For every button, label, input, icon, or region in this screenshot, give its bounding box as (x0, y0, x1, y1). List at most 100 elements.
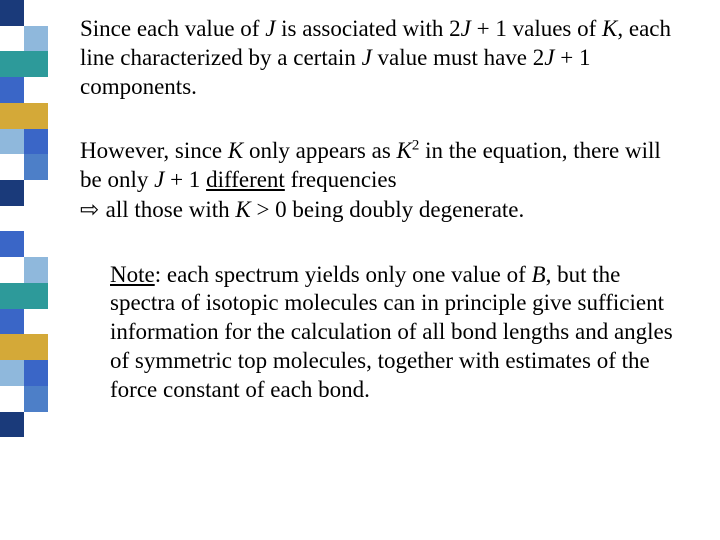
text: > 0 being doubly degenerate. (251, 197, 525, 222)
sidebar-cell (12, 283, 24, 309)
sidebar-cell (36, 463, 48, 489)
sidebar-row (0, 334, 48, 360)
var-J: J (461, 16, 471, 41)
sidebar-cell (36, 77, 48, 103)
sidebar-cell (0, 77, 12, 103)
sidebar-row (0, 231, 48, 257)
sidebar-cell (0, 489, 12, 515)
sidebar-cell (0, 103, 12, 129)
sidebar-cell (36, 154, 48, 180)
text: only appears as (243, 138, 396, 163)
sidebar-cell (0, 231, 12, 257)
sidebar-cell (24, 514, 36, 540)
text: + 1 (164, 167, 206, 192)
sidebar-cell (36, 386, 48, 412)
sidebar-cell (12, 437, 24, 463)
underlined-note: Note (110, 262, 155, 287)
sidebar-cell (0, 283, 12, 309)
sidebar-row (0, 154, 48, 180)
sidebar-cell (0, 51, 12, 77)
sidebar-cell (24, 77, 36, 103)
sidebar-cell (24, 463, 36, 489)
text: + 1 values of (471, 16, 602, 41)
var-K: K (602, 16, 617, 41)
sidebar-cell (12, 257, 24, 283)
sidebar-cell (36, 231, 48, 257)
var-K: K (235, 197, 250, 222)
sidebar-cell (24, 231, 36, 257)
sidebar-cell (12, 386, 24, 412)
sidebar-cell (12, 103, 24, 129)
sidebar-cell (36, 51, 48, 77)
sidebar-cell (24, 129, 36, 155)
sidebar-row (0, 514, 48, 540)
sidebar-cell (24, 103, 36, 129)
sidebar-cell (12, 180, 24, 206)
sidebar-cell (0, 412, 12, 438)
sidebar-row (0, 180, 48, 206)
paragraph-3-note: Note: each spectrum yields only one valu… (110, 261, 680, 405)
sidebar-cell (12, 77, 24, 103)
sidebar-row (0, 51, 48, 77)
sidebar-cell (12, 154, 24, 180)
sidebar-cell (24, 334, 36, 360)
arrow-icon: ⇨ (80, 196, 106, 222)
decorative-sidebar (0, 0, 48, 540)
sidebar-cell (36, 180, 48, 206)
sidebar-cell (36, 437, 48, 463)
sidebar-cell (0, 0, 12, 26)
text: Since each value of (80, 16, 265, 41)
paragraph-2: However, since K only appears as K2 in t… (80, 137, 680, 224)
sidebar-cell (0, 129, 12, 155)
sidebar-row (0, 489, 48, 515)
sidebar-row (0, 129, 48, 155)
sidebar-cell (12, 309, 24, 335)
sidebar-row (0, 206, 48, 232)
sidebar-cell (24, 437, 36, 463)
sidebar-cell (12, 206, 24, 232)
sidebar-row (0, 257, 48, 283)
sidebar-row (0, 103, 48, 129)
var-J: J (362, 45, 372, 70)
text: frequencies (285, 167, 397, 192)
sidebar-row (0, 412, 48, 438)
var-B: B (532, 262, 546, 287)
sidebar-cell (12, 412, 24, 438)
sidebar-row (0, 77, 48, 103)
text: : each spectrum yields only one value of (155, 262, 532, 287)
sidebar-cell (12, 231, 24, 257)
sidebar-cell (0, 154, 12, 180)
sidebar-cell (24, 26, 36, 52)
sidebar-cell (12, 489, 24, 515)
sidebar-cell (0, 334, 12, 360)
var-J: J (544, 45, 554, 70)
sidebar-cell (0, 26, 12, 52)
var-K: K (228, 138, 243, 163)
sidebar-cell (0, 437, 12, 463)
sidebar-cell (0, 257, 12, 283)
var-J: J (265, 16, 275, 41)
sidebar-cell (12, 334, 24, 360)
sidebar-cell (12, 514, 24, 540)
text: is associated with 2 (275, 16, 460, 41)
sidebar-row (0, 309, 48, 335)
sidebar-cell (12, 360, 24, 386)
sidebar-cell (24, 180, 36, 206)
sidebar-row (0, 26, 48, 52)
sidebar-cell (36, 309, 48, 335)
sidebar-row (0, 386, 48, 412)
sidebar-row (0, 360, 48, 386)
sidebar-cell (0, 360, 12, 386)
sidebar-cell (24, 489, 36, 515)
sidebar-cell (0, 309, 12, 335)
sidebar-cell (36, 489, 48, 515)
paragraph-1: Since each value of J is associated with… (80, 15, 680, 101)
var-K: K (397, 138, 412, 163)
underlined-different: different (206, 167, 285, 192)
sidebar-cell (12, 0, 24, 26)
var-J: J (154, 167, 164, 192)
sidebar-cell (24, 412, 36, 438)
sidebar-cell (24, 206, 36, 232)
sidebar-cell (0, 206, 12, 232)
sidebar-cell (36, 334, 48, 360)
